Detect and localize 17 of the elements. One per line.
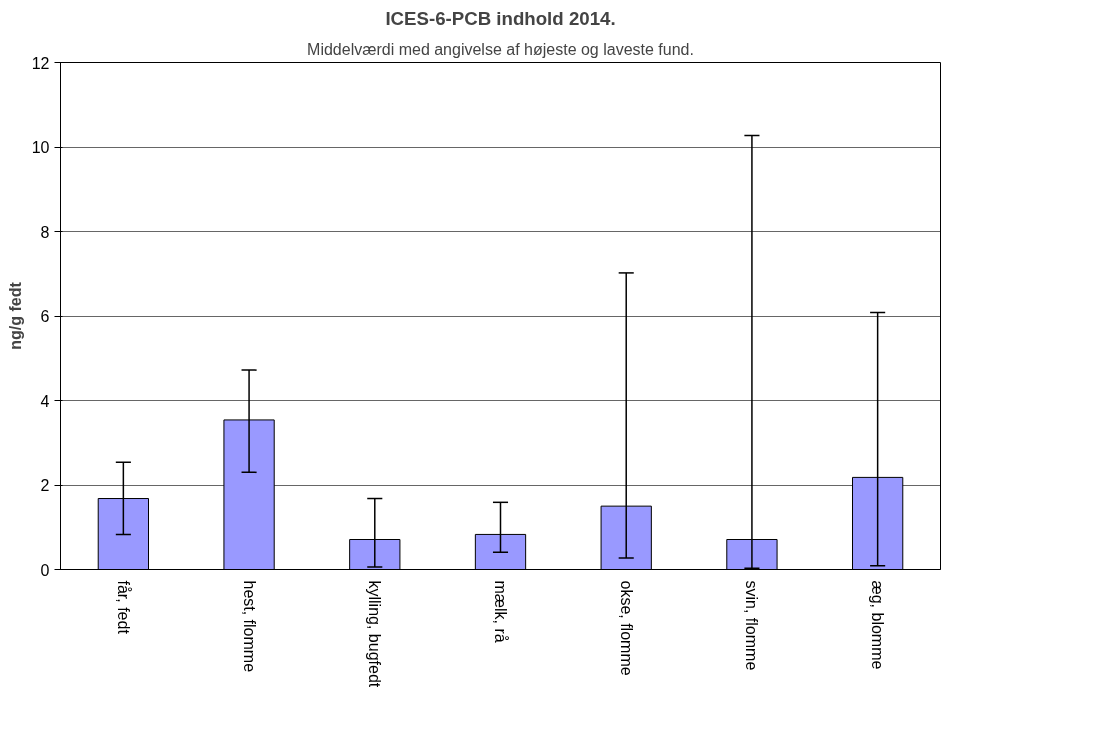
y-tick-label: 8 [40,223,50,241]
y-tick-label: 12 [31,54,50,72]
y-tick-label: 2 [40,477,50,494]
chart-subtitle: Middelværdi med angivelse af højeste og laveste fund. [307,40,694,58]
x-tick-label: kylling, bugfedt [366,580,384,688]
y-axis-title: ng/g fedt [6,281,24,350]
x-tick-label: svin, flomme [743,580,761,671]
x-tick-label: mælk, rå [492,580,509,643]
y-tick-label: 10 [31,139,50,156]
y-tick-label: 6 [40,308,50,325]
y-tick-label: 4 [40,392,50,410]
chart-title: ICES-6-PCB indhold 2014. [385,7,616,29]
y-tick-label: 0 [40,561,50,579]
x-tick-label: hest, flomme [240,580,258,673]
x-tick-label: får, fedt [114,580,132,635]
x-tick-label: æg, blomme [869,580,887,670]
x-tick-label: okse, flomme [617,580,635,676]
